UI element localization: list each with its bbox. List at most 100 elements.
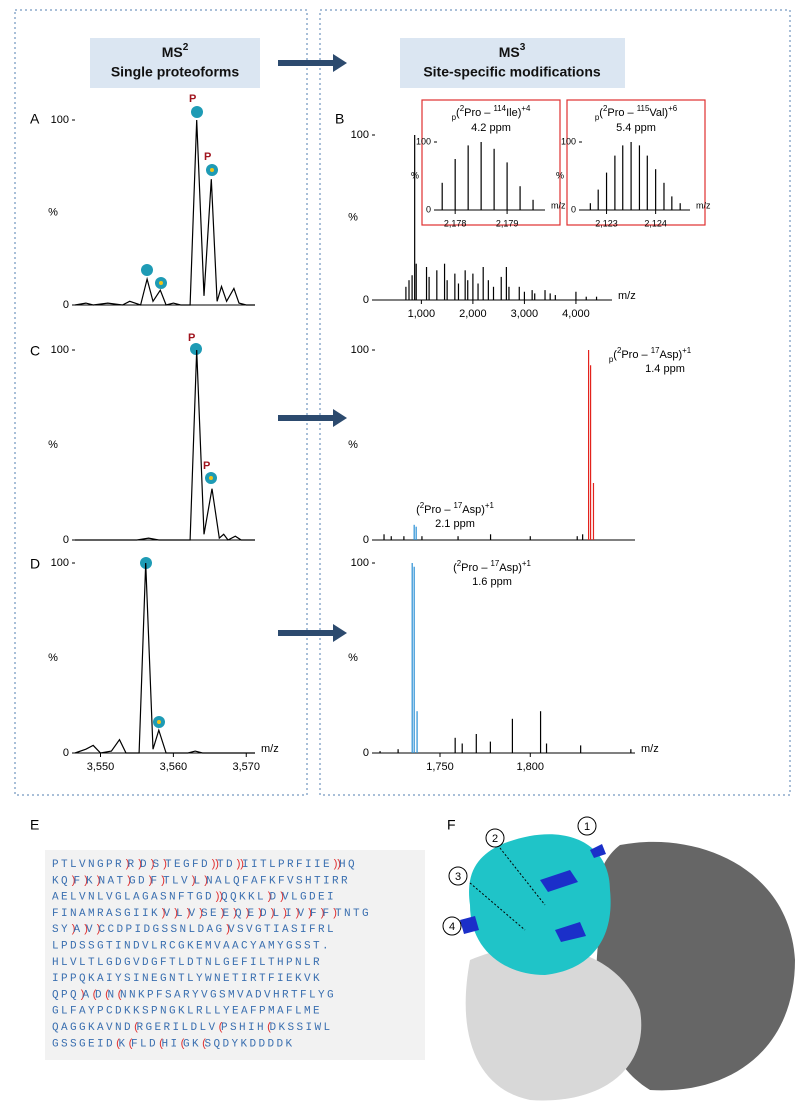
residue: V — [228, 924, 235, 936]
residue: ) — [332, 859, 339, 871]
y-tick-label: 0 — [363, 294, 369, 306]
residue: A — [151, 892, 158, 904]
residue: Y — [318, 989, 325, 1001]
text-part: 2 — [603, 104, 607, 113]
residue: I — [173, 1022, 180, 1034]
residue: V — [209, 1022, 216, 1034]
residue: V — [181, 875, 188, 887]
residue: A — [52, 892, 59, 904]
residue: L — [291, 892, 298, 904]
y-axis-label: % — [348, 652, 358, 664]
residue: ) — [336, 859, 343, 871]
site-number: 4 — [449, 921, 455, 933]
residue: S — [288, 1022, 295, 1034]
residue: T — [264, 924, 271, 936]
residue: Q — [214, 1038, 221, 1050]
y-axis-label: % — [411, 170, 419, 180]
residue: ) — [70, 875, 77, 887]
residue: Q — [235, 908, 242, 920]
residue: E — [196, 940, 203, 952]
residue: ) — [83, 875, 90, 887]
residue: I — [133, 973, 140, 985]
residue: E — [232, 1006, 239, 1018]
residue: ) — [137, 859, 144, 871]
residue: D — [198, 924, 205, 936]
residue: C — [106, 1006, 113, 1018]
text-part: ( — [456, 107, 460, 119]
residue: N — [214, 973, 221, 985]
residue: ) — [244, 908, 251, 920]
svg-text:P: P — [204, 151, 211, 163]
residue: L — [151, 940, 158, 952]
residue: T — [117, 875, 124, 887]
residue: D — [191, 1022, 198, 1034]
site-number: 2 — [492, 833, 498, 845]
residue: ) — [95, 875, 102, 887]
residue: F — [268, 973, 275, 985]
y-axis-label: % — [348, 439, 358, 451]
residue: L — [205, 1006, 212, 1018]
residue: C — [241, 940, 248, 952]
residue: E — [248, 908, 255, 920]
residue: S — [230, 1022, 237, 1034]
residue: I — [52, 973, 59, 985]
residue: L — [176, 908, 183, 920]
residue: F — [241, 957, 248, 969]
residue: N — [169, 892, 176, 904]
x-tick-label: 3,560 — [160, 761, 188, 773]
residue: S — [295, 940, 302, 952]
site-number: 3 — [455, 871, 461, 883]
residue: Q — [233, 875, 240, 887]
residue: ) — [147, 875, 154, 887]
residue: A — [79, 1006, 86, 1018]
text-part: +1 — [485, 501, 495, 510]
residue: Y — [196, 973, 203, 985]
rich-text: MS3 — [499, 42, 526, 60]
residue: V — [282, 892, 289, 904]
ms2-frame — [14, 9, 308, 796]
y-tick-label: 0 — [426, 204, 431, 214]
residue: E — [313, 1006, 320, 1018]
residue: I — [323, 875, 330, 887]
residue: S — [61, 1038, 68, 1050]
residue: K — [241, 1038, 248, 1050]
residue: D — [124, 1022, 131, 1034]
x-tick-label: 1,750 — [426, 761, 454, 773]
residue: I — [273, 924, 280, 936]
text-part: Asp) — [462, 504, 485, 516]
residue: L — [214, 1006, 221, 1018]
spectrum-line — [75, 349, 255, 541]
text-part: +1 — [522, 559, 532, 568]
residue: L — [124, 892, 131, 904]
residue: C — [99, 924, 106, 936]
residue: I — [61, 908, 68, 920]
residue: F — [178, 892, 185, 904]
residue: H — [273, 989, 280, 1001]
residue: N — [88, 859, 95, 871]
residue: A — [108, 875, 115, 887]
residue: ( — [180, 1038, 187, 1050]
residue: F — [278, 875, 285, 887]
text-part: 2 — [183, 42, 189, 53]
residue: D — [106, 1038, 113, 1050]
residue: I — [285, 908, 292, 920]
residue: ) — [83, 924, 90, 936]
residue: ( — [266, 1022, 273, 1034]
residue: L — [304, 957, 311, 969]
residue: ) — [160, 908, 167, 920]
x-tick-label: 2,123 — [595, 218, 618, 228]
residue: S — [79, 940, 86, 952]
y-axis-label: % — [556, 170, 564, 180]
residue: D — [70, 940, 77, 952]
residue: T — [88, 957, 95, 969]
residue: D — [115, 957, 122, 969]
residue: G — [151, 957, 158, 969]
residue: D — [223, 1038, 230, 1050]
residue: T — [169, 957, 176, 969]
residue: N — [206, 875, 213, 887]
residue: G — [124, 957, 131, 969]
residue: R — [250, 973, 257, 985]
y-tick-label: 0 — [63, 299, 69, 311]
residue: L — [257, 892, 264, 904]
